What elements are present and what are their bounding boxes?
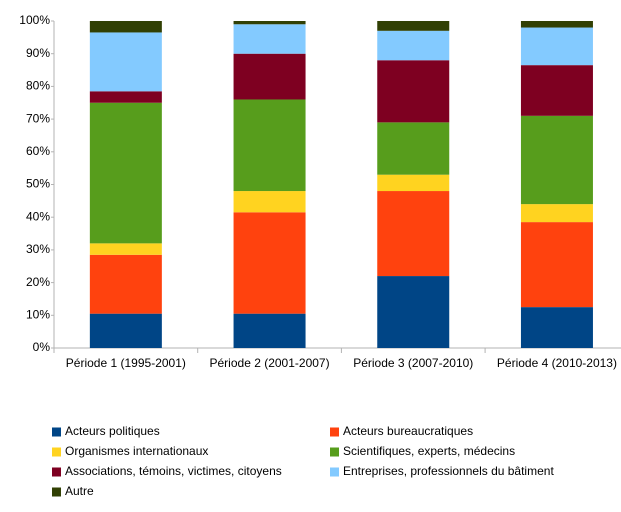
- bar-segment: [233, 99, 306, 192]
- legend-swatch: [52, 467, 61, 477]
- x-tick-label: Période 4 (2010-2013): [497, 356, 617, 370]
- bar-segment: [233, 21, 306, 25]
- legend-swatch: [330, 447, 339, 457]
- bar-segment: [377, 60, 450, 123]
- legend-swatch: [330, 427, 339, 437]
- bar-segment: [89, 254, 162, 314]
- bar-segment: [233, 53, 306, 100]
- bar-segment: [89, 91, 162, 103]
- bar-segment: [233, 212, 306, 314]
- bar-segment: [233, 24, 306, 54]
- y-tick-label: 50%: [26, 177, 50, 191]
- bar-segment: [377, 276, 450, 348]
- bar-segment: [89, 313, 162, 348]
- y-tick-label: 100%: [19, 13, 50, 27]
- legend-label: Acteurs bureaucratiques: [343, 424, 473, 438]
- legend-label: Associations, témoins, victimes, citoyen…: [65, 464, 282, 478]
- y-tick-label: 90%: [26, 46, 50, 60]
- bar-segment: [377, 174, 450, 192]
- bar-segment: [233, 191, 306, 213]
- y-tick-label: 60%: [26, 144, 50, 158]
- legend-label: Acteurs politiques: [65, 424, 160, 438]
- y-tick-label: 20%: [26, 275, 50, 289]
- bar-segment: [377, 191, 450, 277]
- bar-segment: [377, 122, 450, 175]
- bar-segment: [520, 21, 593, 28]
- y-tick-label: 10%: [26, 307, 50, 321]
- bar-segment: [377, 21, 450, 31]
- bar-segment: [520, 65, 593, 116]
- legend-label: Autre: [65, 484, 94, 498]
- legend-label: Organismes internationaux: [65, 444, 208, 458]
- x-tick-label: Période 2 (2001-2007): [210, 356, 330, 370]
- y-tick-label: 30%: [26, 242, 50, 256]
- bar-segment: [520, 307, 593, 348]
- bar-segment: [520, 204, 593, 223]
- bar-segment: [89, 32, 162, 92]
- legend-swatch: [52, 427, 61, 437]
- bar-segment: [233, 313, 306, 348]
- legend-label: Entreprises, professionnels du bâtiment: [343, 464, 554, 478]
- y-tick-label: 80%: [26, 79, 50, 93]
- x-tick-label: Période 1 (1995-2001): [66, 356, 186, 370]
- legend-swatch: [52, 447, 61, 457]
- bar-segment: [377, 30, 450, 61]
- legend-swatch: [52, 487, 61, 497]
- bar-segment: [89, 102, 162, 244]
- legend-swatch: [330, 467, 339, 477]
- bar-segment: [520, 27, 593, 66]
- bar-segment: [520, 222, 593, 308]
- y-tick-label: 0%: [33, 340, 51, 354]
- y-tick-label: 70%: [26, 111, 50, 125]
- legend-label: Scientifiques, experts, médecins: [343, 444, 515, 458]
- y-tick-label: 40%: [26, 209, 50, 223]
- bar-segment: [89, 243, 162, 255]
- bar-segment: [89, 21, 162, 33]
- x-tick-label: Période 3 (2007-2010): [353, 356, 473, 370]
- bar-segment: [520, 115, 593, 205]
